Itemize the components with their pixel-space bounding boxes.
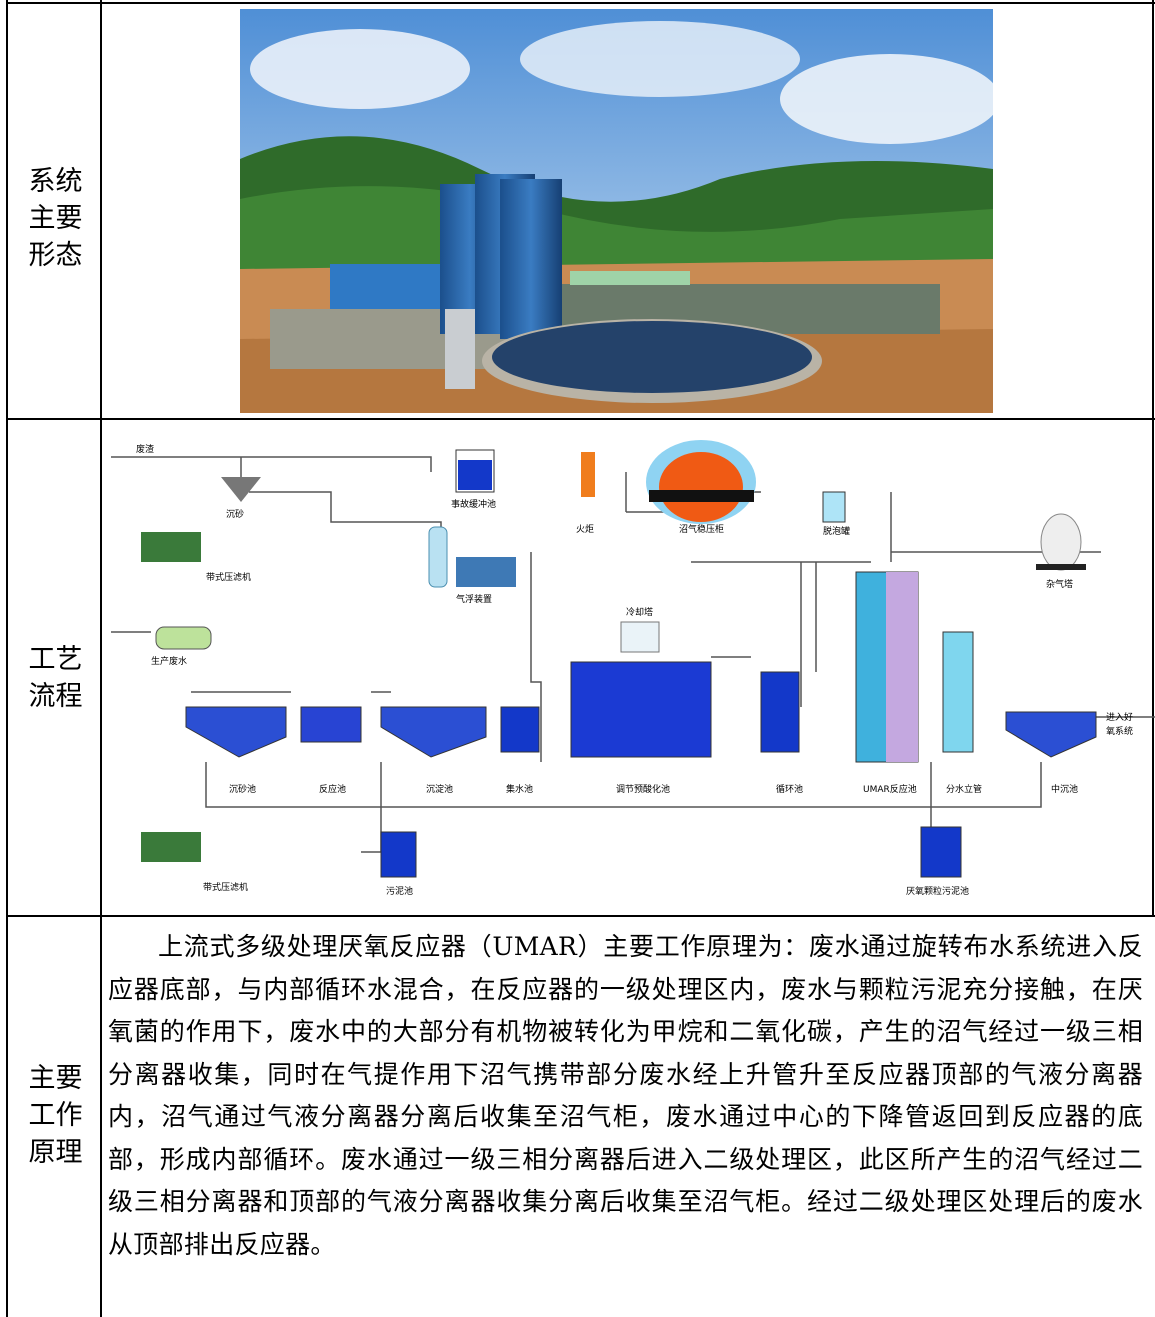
label-daishi-bottom: 带式压滤机 [203,881,248,893]
label-lengque: 冷却塔 [626,606,653,618]
row-label-principle: 主要 工作 原理 [8,1060,103,1171]
label-jinru: 进入好 [1106,711,1133,723]
row-label-line: 工作 [28,1100,83,1131]
row-label-line: 形态 [28,240,83,271]
row-label-form: 系统 主要 形态 [8,163,103,274]
plant-photo [240,9,993,413]
label-zhongchen: 中沉池 [1051,783,1078,795]
label-jishuichi: 集水池 [506,783,533,795]
row-label-line: 系统 [28,166,83,197]
row-label-line: 原理 [28,1137,83,1168]
label-wuni: 污泥池 [386,885,413,897]
row-label-line: 工艺 [28,644,83,675]
table-border-top [6,2,1155,4]
column-divider [100,0,102,1317]
row-divider [6,418,1155,420]
label-chenshachi: 沉砂池 [229,783,256,795]
label-daishi-top: 带式压滤机 [206,571,251,583]
principle-text: 上流式多级处理厌氧反应器（UMAR）主要工作原理为：废水通过旋转布水系统进入反应… [108,926,1143,1266]
principle-paragraph: 上流式多级处理厌氧反应器（UMAR）主要工作原理为：废水通过旋转布水系统进入反应… [108,932,1143,1259]
label-zaqi: 杂气塔 [1046,578,1073,590]
label-yanyang: 厌氧颗粒污泥池 [906,885,969,897]
label-fenshui: 分水立管 [946,783,982,795]
process-flow-diagram: 废渣 沉砂 事故缓冲池 带式压滤机 气浮装置 火炬 沼气稳压柜 脱泡罐 杂气塔 … [111,432,1155,906]
label-tiaojie: 调节预酸化池 [616,783,670,795]
label-tuopao: 脱泡罐 [823,525,850,537]
label-yangxitong: 氧系统 [1106,725,1133,737]
label-xunhuan: 循环池 [776,783,803,795]
label-shengchan: 生产废水 [151,655,187,667]
label-feishui: 废渣 [136,443,154,455]
label-qifu: 气浮装置 [456,593,492,605]
row-divider [6,915,1155,917]
table-border-right [1152,0,1154,916]
table-border-left [6,0,8,1317]
label-sishai: 沉砂 [226,508,244,520]
row-label-line: 主要 [28,1063,83,1094]
label-zhaoqigui: 沼气稳压柜 [679,523,724,535]
label-umar: UMAR反应池 [863,783,917,795]
row-label-line: 主要 [28,203,83,234]
label-chendianchi: 沉淀池 [426,783,453,795]
label-huoju: 火炬 [576,523,594,535]
row-label-process: 工艺 流程 [8,641,103,715]
row-label-line: 流程 [28,681,83,712]
label-fanyingchi: 反应池 [319,783,346,795]
label-shigu: 事故缓冲池 [451,498,496,510]
